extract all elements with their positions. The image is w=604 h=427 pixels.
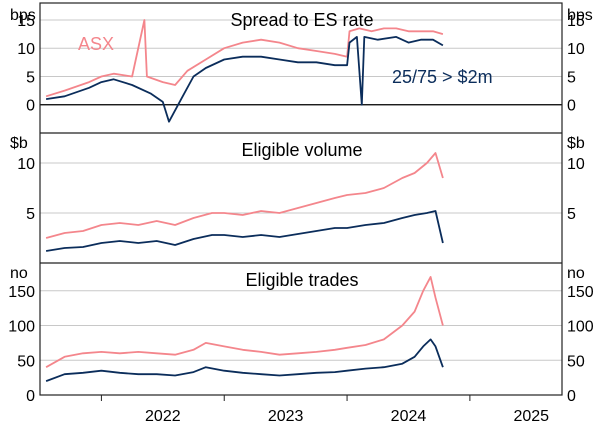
x-tick-label: 2023 (268, 408, 304, 425)
x-tick-label: 2024 (391, 408, 427, 425)
y-tick-label-left: 100 (8, 319, 35, 336)
y-tick-label-right: 5 (567, 69, 576, 86)
y-tick-label-right: 10 (567, 41, 585, 58)
y-tick-label-left: 10 (17, 41, 35, 58)
y-tick-label-left: 15 (17, 13, 35, 30)
y-tick-label-right: 150 (567, 284, 594, 301)
y-tick-label-left: 50 (17, 353, 35, 370)
unit-left-spread: bps (10, 7, 36, 24)
y-tick-label-right: 0 (567, 98, 576, 115)
y-tick-label-left: 150 (8, 284, 35, 301)
series-line-other (45, 338, 444, 382)
series-line-asx (45, 152, 444, 239)
gridlines (40, 162, 562, 214)
x-axis: 2022 2023 2024 2025 (100, 395, 549, 425)
y-tick-label-left: 0 (26, 388, 35, 405)
y-tick-label-left: 5 (26, 206, 35, 223)
unit-right-trades: no (567, 265, 585, 282)
y-tick-label-right: 0 (567, 388, 576, 405)
panel-trades: Eligible trades no no 0 0 50 50 100 100 150 150 (8, 265, 594, 405)
unit-left-trades: no (10, 265, 28, 282)
series-line-asx (45, 19, 444, 98)
y-tick-label-right: 50 (567, 353, 585, 370)
panel-spread: Spread to ES rate bps bps ASX 25/75 > $2… (10, 7, 593, 123)
frame-border (39, 2, 563, 396)
panel-title-spread: Spread to ES rate (230, 10, 373, 30)
annotation-25-75: 25/75 > $2m (392, 67, 493, 87)
chart-frame (39, 2, 563, 396)
series-line-other (45, 36, 444, 123)
panel-title-trades: Eligible trades (245, 270, 358, 290)
series-line-asx (45, 276, 444, 368)
unit-left-volume: $b (10, 135, 28, 152)
y-tick-label-right: 5 (567, 206, 576, 223)
x-tick-label: 2022 (145, 408, 181, 425)
y-tick-label-left: 0 (26, 98, 35, 115)
y-tick-label-right: 15 (567, 13, 585, 30)
y-tick-label-left: 5 (26, 69, 35, 86)
panel-volume: Eligible volume $b $b 5 5 10 10 (10, 135, 585, 252)
y-tick-label-right: 10 (567, 156, 585, 173)
unit-right-volume: $b (567, 135, 585, 152)
y-tick-label-right: 100 (567, 319, 594, 336)
panel-title-volume: Eligible volume (241, 140, 362, 160)
y-tick-label-left: 10 (17, 156, 35, 173)
unit-right-spread: bps (567, 7, 593, 24)
annotation-asx: ASX (78, 34, 114, 54)
series-line-other (45, 210, 444, 252)
x-tick-label: 2025 (513, 408, 549, 425)
gridlines (40, 290, 562, 396)
